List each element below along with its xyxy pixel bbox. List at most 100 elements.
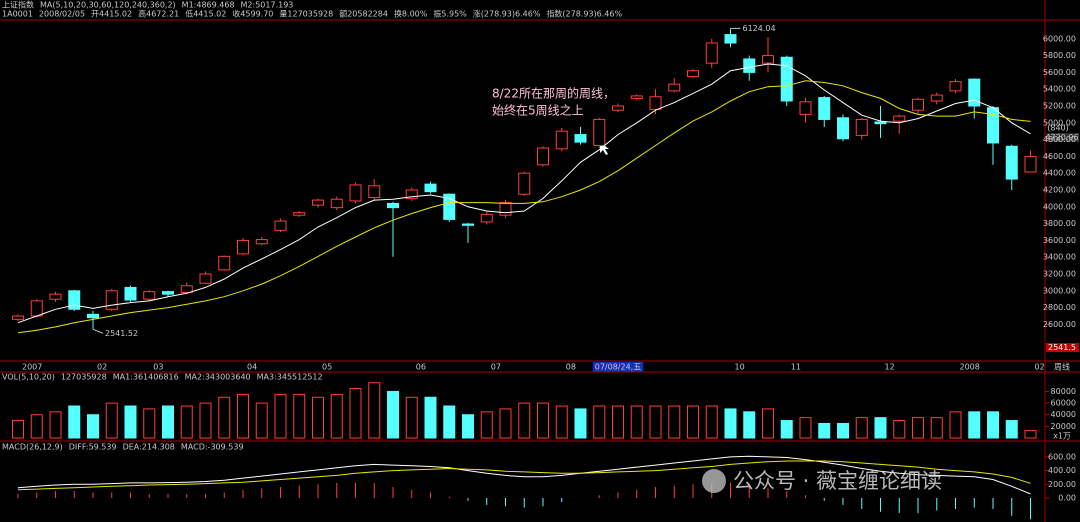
y-tick-label: 4800.00 — [1043, 135, 1076, 144]
y-tick-label: 5400.00 — [1043, 85, 1076, 94]
x-tick-label: 2008 — [960, 363, 980, 372]
candle-body — [30, 300, 43, 317]
header-text: 涨(278.93)6.46% — [473, 9, 541, 19]
candle-body — [293, 212, 306, 216]
volume-bar — [593, 405, 606, 439]
period-label: 周线 — [1054, 362, 1070, 372]
volume-bar — [237, 393, 249, 439]
y-tick-label: 80000 — [1051, 387, 1076, 396]
candle-body — [387, 202, 399, 209]
header-text: 127035928 — [61, 373, 107, 382]
volume-bar — [424, 396, 437, 439]
header-text: 量127035928 — [279, 10, 333, 19]
candle-body — [762, 55, 774, 64]
candle-body — [424, 183, 437, 193]
candle-body — [105, 290, 118, 310]
x-tick-label: 03 — [153, 363, 163, 372]
y-tick-label: 2600.00 — [1043, 320, 1076, 329]
volume-bar — [724, 408, 737, 439]
candle-body — [630, 95, 643, 99]
volume-bar — [368, 382, 381, 439]
y-tick-label: 3400.00 — [1043, 253, 1076, 262]
volume-bar — [293, 393, 306, 439]
watermark: 公众号 · 薇宝缠论细读 — [733, 469, 942, 493]
candle-body — [518, 172, 531, 195]
volume-bar — [837, 422, 849, 439]
volume-bar — [255, 402, 268, 439]
y-tick-label: 3000.00 — [1043, 286, 1076, 295]
volume-bar — [162, 405, 174, 439]
x-tick-label: 06 — [416, 363, 426, 372]
candle-body — [49, 293, 62, 300]
volume-bar — [443, 405, 456, 439]
candle-body — [555, 130, 568, 150]
candle-body — [818, 97, 831, 120]
candle-body — [799, 101, 812, 115]
candle-body — [537, 147, 549, 166]
header-text: MA2:343003640 — [185, 373, 251, 382]
volume-bar — [199, 402, 212, 439]
unit-label: x1万 — [1053, 432, 1071, 441]
volume-bar — [143, 408, 156, 439]
x-tick-label: 04 — [247, 363, 257, 372]
candle-body — [124, 286, 137, 301]
y-tick-label: 5800.00 — [1043, 51, 1076, 60]
candle-body — [574, 134, 587, 143]
candle-body — [705, 42, 718, 64]
volume-bar — [818, 422, 831, 439]
y-tick-label: 5000.00 — [1043, 118, 1076, 127]
x-tick-label: 07/08/24,五 — [595, 363, 641, 372]
candle-body — [499, 202, 512, 216]
candle-body — [237, 239, 249, 255]
x-tick-label: 11 — [791, 363, 801, 372]
volume-bar — [537, 402, 549, 439]
volume-bar — [574, 408, 587, 439]
y-tick-label: 6000.00 — [1043, 34, 1076, 43]
header-text: M2:5017.193 — [241, 1, 294, 10]
volume-bar — [668, 405, 681, 439]
volume-bar — [1024, 430, 1037, 439]
readout-bg — [1046, 343, 1079, 352]
candle-body — [1024, 155, 1037, 173]
candle-body — [893, 115, 906, 122]
header-text: 指数(278.93)6.46% — [546, 9, 622, 19]
ma-line — [17, 63, 1031, 324]
readout: 4720.96 — [1045, 133, 1078, 142]
header-text: 高4672.21 — [138, 9, 179, 19]
header-text: M1:4869.468 — [182, 1, 235, 10]
candle-body — [743, 58, 756, 73]
y-tick-label: 200.00 — [1048, 480, 1076, 489]
volume-bar — [349, 388, 362, 439]
y-tick-label: 3800.00 — [1043, 219, 1076, 228]
volume-bar — [687, 405, 699, 439]
volume-bar — [649, 405, 662, 439]
volume-bar — [68, 405, 81, 439]
candle-body — [668, 83, 681, 92]
candle-body — [930, 94, 943, 102]
readout: 2541.5 — [1048, 343, 1076, 352]
volume-bar — [462, 414, 474, 439]
header-text: 1A0001 — [2, 10, 33, 19]
volume-bar — [612, 405, 624, 439]
header-text: DIFF:59.539 — [69, 443, 117, 452]
header-text: MA1:361406816 — [113, 373, 179, 382]
y-tick-label: 3600.00 — [1043, 236, 1076, 245]
y-tick-label: 4600.00 — [1043, 152, 1076, 161]
candle-body — [480, 213, 493, 223]
y-tick-label: 2800.00 — [1043, 303, 1076, 312]
candle-body — [855, 118, 868, 136]
diff-line — [17, 455, 1031, 495]
candle-body — [162, 291, 174, 295]
y-tick-label: 0.00 — [1058, 494, 1076, 503]
volume-bar — [87, 414, 99, 439]
candle-body — [912, 98, 924, 111]
volume-bar — [518, 402, 531, 439]
ma-line — [17, 80, 1031, 334]
volume-bar — [124, 405, 137, 439]
header-text: 2008/02/05 — [39, 10, 85, 19]
header-text: 开4415.02 — [91, 10, 132, 19]
header-text: VOL(5,10,20) — [2, 373, 55, 382]
volume-bar — [912, 417, 924, 439]
x-tick-label: 10 — [735, 363, 745, 372]
